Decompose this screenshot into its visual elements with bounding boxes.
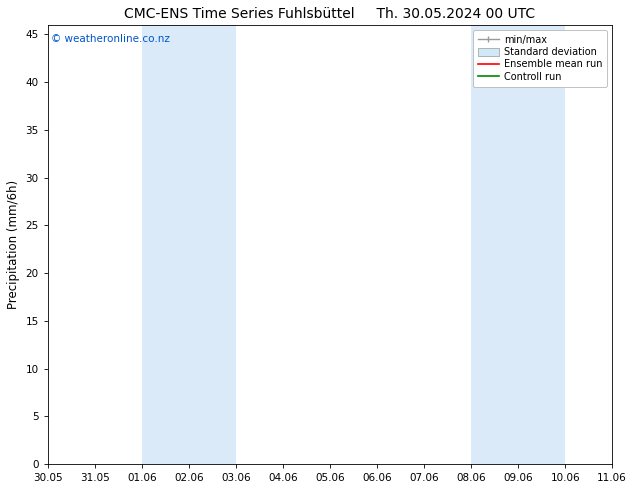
Bar	[142, 25, 236, 464]
Title: CMC-ENS Time Series Fuhlsbüttel     Th. 30.05.2024 00 UTC: CMC-ENS Time Series Fuhlsbüttel Th. 30.0…	[124, 7, 536, 21]
Y-axis label: Precipitation (mm/6h): Precipitation (mm/6h)	[7, 180, 20, 309]
Text: © weatheronline.co.nz: © weatheronline.co.nz	[51, 34, 169, 44]
Bar	[471, 25, 565, 464]
Legend: min/max, Standard deviation, Ensemble mean run, Controll run: min/max, Standard deviation, Ensemble me…	[473, 30, 607, 87]
